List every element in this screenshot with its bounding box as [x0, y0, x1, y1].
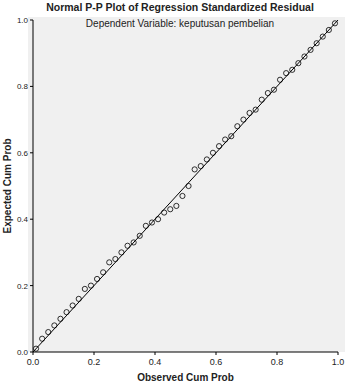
- y-tick: [30, 219, 33, 220]
- subtitle: Dependent Variable: keputusan pembelian: [86, 18, 274, 29]
- point: [107, 260, 112, 265]
- x-axis-label: Observed Cum Prob: [137, 372, 234, 383]
- point: [82, 286, 87, 291]
- y-tick-label: 0.6: [17, 149, 29, 158]
- x-tick-label: 0.4: [149, 357, 162, 367]
- y-tick: [30, 86, 33, 87]
- y-tick-label: 0.4: [17, 215, 29, 224]
- point: [192, 167, 197, 172]
- x-tick-label: 1.0: [332, 357, 345, 367]
- y-tick: [30, 285, 33, 286]
- point: [168, 207, 173, 212]
- y-tick-label: 1.0: [17, 16, 29, 25]
- y-tick: [30, 152, 33, 153]
- x-tick: [155, 352, 156, 355]
- x-tick-label: 0.0: [27, 357, 40, 367]
- x-tick-label: 0.2: [88, 357, 101, 367]
- point: [180, 193, 185, 198]
- y-axis: [33, 20, 34, 352]
- x-tick: [94, 352, 95, 355]
- point: [174, 203, 179, 208]
- y-axis-label: Expected Cum Prob: [2, 138, 13, 233]
- y-tick-label: 0.2: [17, 282, 29, 291]
- y-tick-label: 0.8: [17, 82, 29, 91]
- x-tick: [277, 352, 278, 355]
- x-tick-label: 0.6: [210, 357, 223, 367]
- title: Normal P-P Plot of Regression Standardiz…: [46, 1, 314, 13]
- x-tick-label: 0.8: [271, 357, 284, 367]
- plot-area: [33, 20, 338, 352]
- x-axis: [33, 352, 338, 353]
- plot-background: [28, 17, 345, 352]
- x-tick: [338, 352, 339, 355]
- y-tick: [30, 352, 33, 353]
- reference-line: [33, 20, 338, 352]
- y-tick-label: 0.0: [17, 348, 29, 357]
- chart: Normal P-P Plot of Regression Standardiz…: [0, 0, 345, 387]
- x-tick: [216, 352, 217, 355]
- y-tick: [30, 20, 33, 21]
